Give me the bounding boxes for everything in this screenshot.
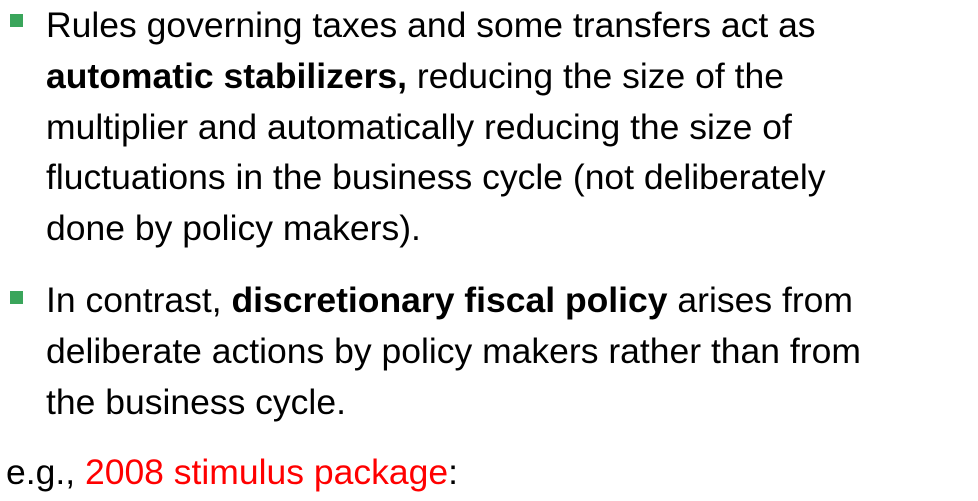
example-prefix: e.g., (6, 452, 85, 492)
text-run: In contrast, (46, 280, 232, 320)
bullet-text: In contrast, discretionary fiscal policy… (46, 275, 976, 427)
text-line: done by policy makers). (46, 208, 421, 249)
key-term-discretionary-fiscal-policy: discretionary fiscal policy (231, 280, 668, 320)
text-line: automatic stabilizers, reducing the size… (46, 51, 976, 102)
text-line: fluctuations in the business cycle (not … (46, 157, 826, 198)
example-suffix: : (448, 452, 458, 492)
text-line: deliberate actions by policy makers rath… (46, 330, 861, 371)
text-run: reducing the size of the (407, 55, 784, 96)
text-line: In contrast, discretionary fiscal policy… (46, 275, 976, 326)
square-bullet-icon (10, 291, 23, 304)
bullet-text: Rules governing taxes and some transfers… (46, 0, 976, 254)
text-line: Rules governing taxes and some transfers… (46, 5, 816, 45)
example-highlight: 2008 stimulus package (84, 452, 449, 492)
example-line: e.g., 2008 stimulus package: (6, 447, 458, 497)
key-term-automatic-stabilizers: automatic stabilizers, (46, 55, 408, 96)
text-line: multiplier and automatically reducing th… (46, 106, 792, 147)
text-line: the business cycle. (46, 381, 346, 422)
square-bullet-icon (10, 14, 23, 27)
text-run: arises from (667, 280, 853, 320)
